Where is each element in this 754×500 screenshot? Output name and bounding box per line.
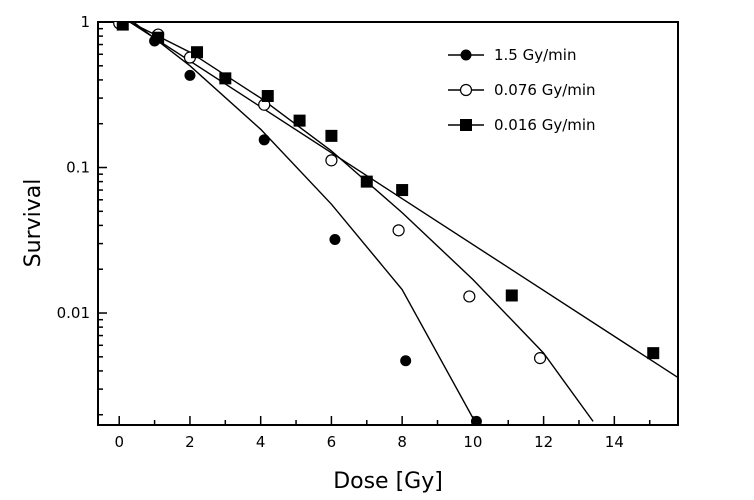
data-point (184, 69, 196, 81)
data-point (191, 46, 204, 59)
data-point (396, 184, 409, 197)
legend-label: 1.5 Gy/min (494, 46, 576, 64)
axes-layer: 0 2 4 6 8 10 12 14 1 0.1 0.01 (57, 13, 651, 451)
y-tick-label: 0.01 (57, 304, 90, 322)
fit-line (132, 22, 474, 419)
legend-marker (460, 119, 472, 131)
data-point (152, 31, 165, 44)
data-point (329, 234, 341, 246)
legend-marker (459, 83, 473, 97)
y-axis-title: Survival (21, 179, 46, 268)
data-point (325, 154, 338, 167)
data-point (360, 175, 373, 188)
data-points-layer (113, 22, 660, 425)
x-tick-label: 12 (534, 433, 553, 451)
x-tick-label: 10 (463, 433, 482, 451)
y-tick-label: 0.1 (66, 159, 90, 177)
x-tick-label: 8 (397, 433, 407, 451)
data-point (470, 415, 482, 425)
data-point (116, 22, 129, 31)
data-point (533, 352, 547, 365)
x-axis-title: Dose [Gy] (333, 469, 443, 494)
data-point (463, 290, 476, 303)
data-point (325, 129, 338, 142)
y-tick-label: 1 (80, 13, 90, 31)
fit-line (129, 22, 678, 379)
data-point (400, 355, 412, 367)
data-point (647, 347, 660, 360)
legend-label: 0.076 Gy/min (494, 81, 596, 99)
legend-marker (460, 49, 472, 61)
data-point (219, 72, 232, 85)
data-point (261, 90, 274, 103)
data-point (293, 114, 306, 127)
x-tick-label: 4 (256, 433, 266, 451)
plot-frame (97, 21, 679, 426)
x-tick-label: 6 (327, 433, 337, 451)
data-point (392, 224, 405, 237)
x-tick-label: 14 (605, 433, 624, 451)
x-tick-label: 0 (114, 433, 124, 451)
x-tick-label: 2 (185, 433, 195, 451)
data-point (505, 289, 518, 302)
legend-label: 0.016 Gy/min (494, 116, 596, 134)
legend: 1.5 Gy/min 0.076 Gy/min 0.016 Gy/min (448, 46, 596, 134)
data-point (258, 134, 270, 146)
